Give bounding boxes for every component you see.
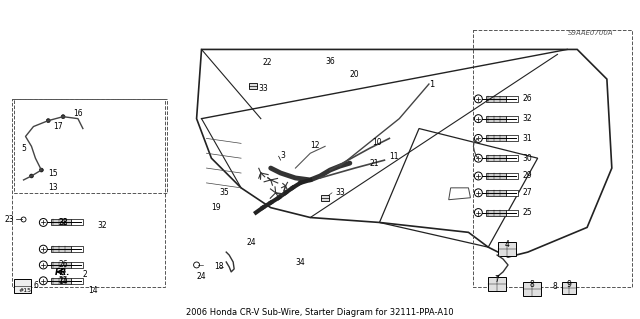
Text: 1: 1 [429, 79, 434, 89]
Text: 17: 17 [53, 122, 63, 131]
Text: 35: 35 [220, 188, 229, 197]
Text: 24: 24 [197, 272, 207, 281]
Bar [51, 246, 71, 252]
Text: 12: 12 [310, 141, 320, 150]
Bar [523, 282, 541, 296]
Text: 14: 14 [88, 286, 97, 295]
Text: 2006 Honda CR-V Sub-Wire, Starter Diagram for 32111-PPA-A10: 2006 Honda CR-V Sub-Wire, Starter Diagra… [186, 308, 454, 317]
Bar [249, 83, 257, 89]
Text: 16: 16 [73, 109, 83, 118]
Text: 8: 8 [529, 280, 534, 289]
Text: 34: 34 [296, 257, 305, 266]
Text: 26: 26 [523, 94, 532, 103]
Text: 26: 26 [58, 260, 68, 269]
Text: 29: 29 [523, 172, 532, 181]
Text: 24: 24 [246, 238, 256, 247]
Bar [506, 96, 518, 102]
Bar [486, 136, 506, 141]
Text: FR.: FR. [55, 268, 70, 277]
Text: 13: 13 [49, 183, 58, 192]
Bar [474, 30, 632, 287]
Bar [506, 155, 518, 161]
Bar [488, 277, 506, 291]
Bar [486, 210, 506, 216]
Text: 5: 5 [21, 144, 26, 153]
Text: 25: 25 [58, 276, 68, 285]
Bar [321, 195, 329, 201]
Bar [71, 262, 83, 268]
Text: 7: 7 [495, 275, 500, 284]
Bar [486, 173, 506, 179]
Text: 30: 30 [523, 154, 532, 163]
Text: 20: 20 [350, 70, 360, 79]
Text: 27: 27 [523, 188, 532, 197]
Text: 25: 25 [523, 208, 532, 217]
Bar [506, 190, 518, 196]
Text: 15: 15 [49, 168, 58, 177]
Text: 33: 33 [335, 188, 345, 197]
Bar [498, 242, 516, 256]
Text: 9: 9 [567, 280, 572, 289]
Bar [486, 190, 506, 196]
Text: 8: 8 [553, 282, 557, 291]
Bar [506, 210, 518, 216]
Text: 32: 32 [58, 219, 68, 227]
Bar [51, 262, 71, 268]
Bar [506, 173, 518, 179]
Text: 32: 32 [98, 221, 108, 230]
Bar [12, 99, 165, 287]
Text: 10: 10 [372, 138, 382, 147]
Bar [71, 278, 83, 284]
Text: 31: 31 [523, 134, 532, 143]
Text: 3: 3 [280, 151, 285, 160]
Bar [71, 219, 83, 226]
Text: 23: 23 [4, 215, 13, 224]
Circle shape [46, 119, 51, 122]
Bar [13, 279, 31, 293]
Bar [51, 219, 71, 226]
Text: 14: 14 [58, 277, 68, 286]
Bar [506, 136, 518, 141]
Bar [13, 99, 167, 193]
Text: 36: 36 [325, 57, 335, 66]
Bar [486, 116, 506, 122]
Circle shape [40, 168, 44, 172]
Text: 22: 22 [263, 58, 272, 67]
Text: 11: 11 [389, 152, 399, 161]
Bar [506, 116, 518, 122]
Circle shape [61, 115, 65, 119]
Text: 33: 33 [259, 85, 269, 93]
Circle shape [29, 174, 33, 178]
Bar [563, 282, 576, 293]
Text: 32: 32 [523, 114, 532, 123]
Text: S9AAE0700A: S9AAE0700A [568, 30, 614, 36]
Text: 19: 19 [212, 203, 221, 212]
Text: 4: 4 [504, 240, 509, 249]
Bar [51, 278, 71, 284]
Bar [486, 96, 506, 102]
Text: #15: #15 [19, 288, 31, 293]
Bar [486, 155, 506, 161]
Text: 28: 28 [58, 218, 68, 226]
Text: 18: 18 [214, 263, 223, 271]
Bar [71, 246, 83, 252]
Text: 21: 21 [369, 159, 379, 167]
Text: 6: 6 [33, 281, 38, 290]
Text: 2: 2 [83, 271, 88, 279]
